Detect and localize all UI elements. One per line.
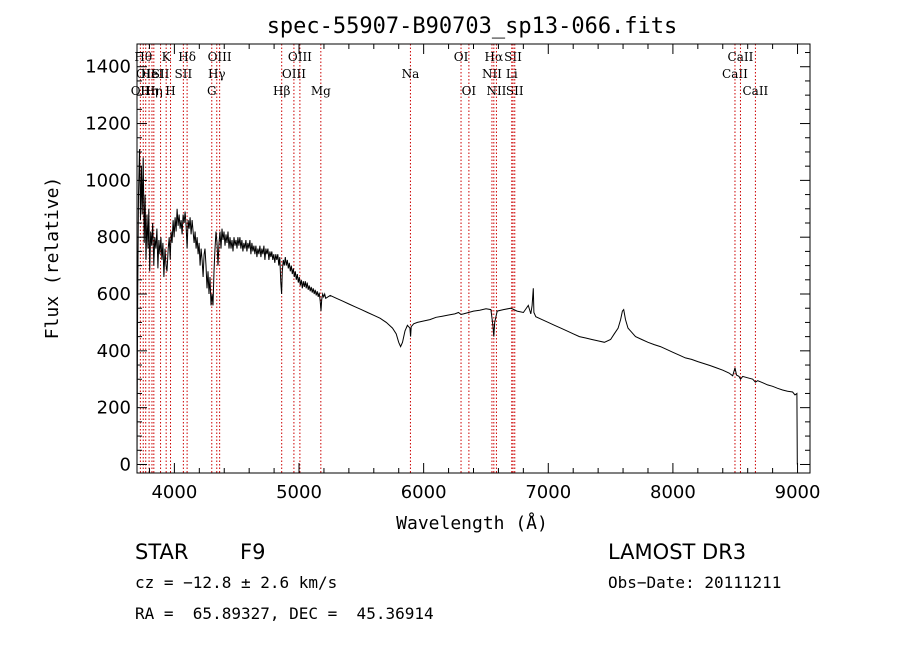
plot-frame — [136, 43, 811, 474]
line-label: NII — [486, 84, 506, 98]
line-label: OI — [462, 84, 477, 98]
y-tick-label: 1400 — [85, 57, 131, 78]
x-tick-label: 5000 — [276, 482, 322, 503]
x-axis-label: Wavelength (Å) — [396, 512, 548, 534]
spectrum-line — [136, 149, 798, 465]
line-label: CaII — [722, 67, 748, 81]
object-class-label: STAR — [135, 540, 189, 564]
line-label: OIII — [208, 50, 232, 64]
chart-title: spec-55907-B90703_sp13-066.fits — [267, 14, 678, 39]
coordinates-text: RA = 65.89327, DEC = 45.36914 — [135, 604, 434, 623]
y-tick-label: 200 — [97, 398, 131, 419]
line-label: SII — [152, 67, 170, 81]
x-tick-label: 8000 — [650, 482, 696, 503]
y-tick-label: 600 — [97, 284, 131, 305]
x-tick-label: 6000 — [401, 482, 447, 503]
y-tick-label: 1000 — [85, 170, 131, 191]
survey-label: LAMOST DR3 — [608, 540, 747, 564]
line-label: Hη — [145, 84, 163, 98]
y-tick-label: 0 — [120, 454, 131, 475]
spectrum-series — [136, 149, 798, 465]
obs-date-text: Obs−Date: 20111211 — [608, 573, 782, 592]
line-label: NII — [482, 67, 502, 81]
line-label: OIII — [282, 67, 306, 81]
line-label: OI — [454, 50, 469, 64]
x-tick-label: 4000 — [151, 482, 197, 503]
line-label: K — [162, 50, 172, 64]
line-label: SII — [175, 67, 193, 81]
line-label: H — [165, 84, 175, 98]
y-tick-label: 400 — [97, 341, 131, 362]
line-label: CaII — [728, 50, 754, 64]
line-label: Li — [506, 67, 518, 81]
line-label: Hγ — [208, 67, 226, 81]
line-label: Hα — [485, 50, 504, 64]
line-label: SII — [506, 84, 524, 98]
y-axis-label: Flux (relative) — [42, 177, 63, 340]
spectral-line-markers: OIIHθOIIHηHeIHηSIIKHSIIHδGHγOIIIHβOIIIOI… — [131, 44, 769, 473]
y-tick-label: 800 — [97, 227, 131, 248]
line-label: Hδ — [178, 50, 196, 64]
line-label: Hθ — [134, 50, 152, 64]
line-label: HeI — [141, 67, 164, 81]
line-label: Na — [402, 67, 420, 81]
object-subclass-label: F9 — [240, 540, 266, 564]
x-tick-label: 9000 — [775, 482, 821, 503]
y-tick-label: 1200 — [85, 114, 131, 135]
line-label: Hβ — [273, 84, 290, 98]
axis-ticks: 4000 5000 6000 7000 8000 9000 0 200 400 600 800 100… — [85, 44, 820, 503]
line-label: CaII — [742, 84, 768, 98]
line-label: Mg — [311, 84, 331, 98]
redshift-text: cz = −12.8 ± 2.6 km/s — [135, 573, 338, 592]
line-label: SII — [504, 50, 522, 64]
x-tick-label: 7000 — [525, 482, 571, 503]
line-label: G — [207, 84, 217, 98]
line-label: OIII — [288, 50, 312, 64]
line-label: OII — [136, 67, 156, 81]
